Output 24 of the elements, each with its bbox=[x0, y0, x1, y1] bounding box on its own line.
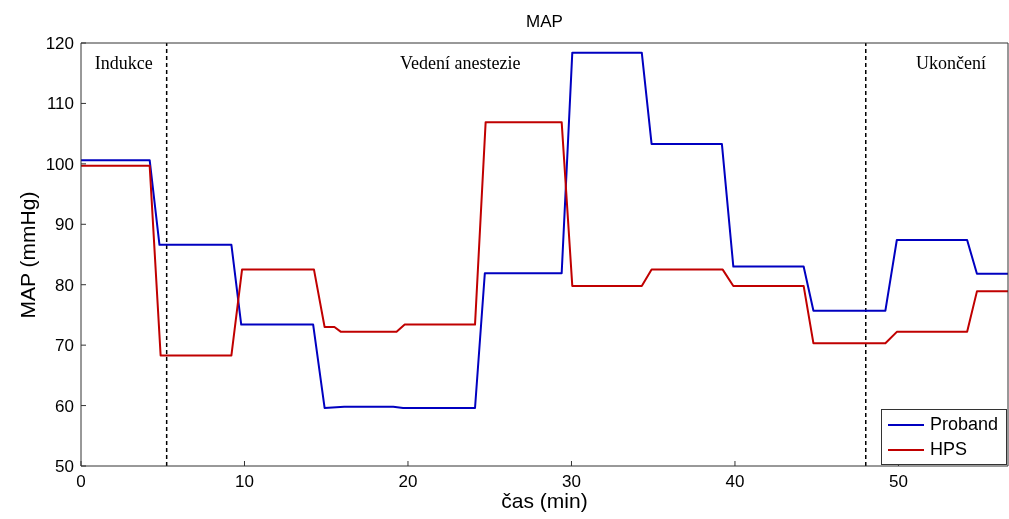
x-tick-label: 10 bbox=[235, 472, 254, 492]
y-tick-label: 60 bbox=[55, 396, 74, 416]
x-tick-label: 50 bbox=[889, 472, 908, 492]
y-tick-label: 100 bbox=[45, 154, 74, 174]
y-tick-label: 50 bbox=[55, 457, 74, 477]
y-tick-label: 110 bbox=[46, 94, 74, 114]
line-series bbox=[81, 51, 1008, 409]
x-tick-label: 0 bbox=[76, 472, 86, 492]
x-tick-label: 40 bbox=[725, 472, 745, 492]
y-tick-label: 120 bbox=[45, 34, 74, 54]
x-tick-label: 20 bbox=[398, 472, 418, 492]
line-series bbox=[81, 121, 1008, 357]
annotation: Ukončení bbox=[916, 53, 987, 74]
x-axis-title: čas (min) bbox=[501, 489, 588, 512]
y-axis-title: MAP (mmHg) bbox=[16, 191, 40, 318]
y-tick-label: 80 bbox=[55, 275, 74, 295]
legend-label: HPS bbox=[929, 438, 967, 461]
annotation: Indukce bbox=[94, 53, 153, 74]
y-tick-label: 90 bbox=[55, 215, 74, 235]
annotation: Vedení anestezie bbox=[400, 53, 521, 74]
legend-label: Proband bbox=[929, 413, 998, 436]
y-tick-label: 70 bbox=[55, 336, 74, 356]
x-tick-label: 30 bbox=[562, 472, 581, 492]
chart-title: MAP bbox=[525, 12, 564, 32]
